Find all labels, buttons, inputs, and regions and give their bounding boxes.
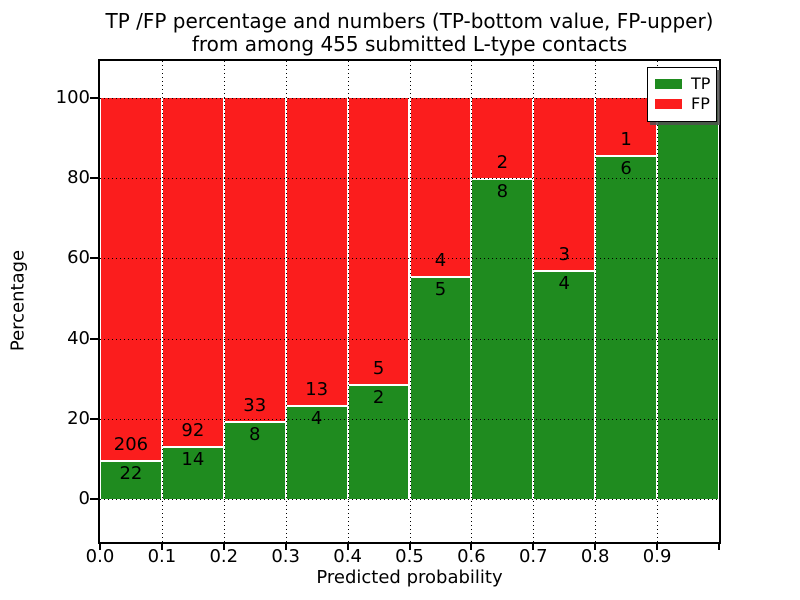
bar-segment-tp [285,404,348,499]
y-tick [90,337,98,340]
legend: TP FP [647,67,717,122]
bar-segment-tp [100,460,162,499]
bar-segment-tp [595,155,658,499]
legend-swatch-tp [655,79,682,89]
bar-count-label-fp: 92 [181,419,205,441]
bar-count-label-fp: 2 [496,152,509,174]
bar-count-label-tp: 8 [249,423,261,445]
bar-segment-fp [100,98,162,461]
x-tick-label: 0.5 [395,546,424,567]
bar-segment-tp [223,420,286,499]
plot-area: 206229214338134524528341623 TP FP [98,59,721,544]
x-tick-label: 0.7 [518,546,548,567]
legend-swatch-fp [655,99,682,109]
bar-count-label-fp: 3 [558,243,570,265]
bar-count-label-tp: 8 [496,181,509,203]
bar-segment-tp [409,276,472,499]
chart-title-line2: from among 455 submitted L-type contacts [191,32,628,56]
legend-item-fp: FP [655,94,710,113]
chart-title-line1: TP /FP percentage and numbers (TP-bottom… [105,9,714,33]
x-tick-label: 0.4 [333,546,362,567]
y-tick-label: 100 [55,87,90,109]
bar-count-label-fp: 5 [372,358,385,380]
x-tick [470,542,473,550]
legend-item-tp: TP [655,74,711,93]
y-tick-label: 40 [67,327,90,349]
bar-count-label-fp: 33 [243,394,267,416]
bar-count-label-tp: 2 [372,387,385,409]
bar-count-label-tp: 14 [181,448,205,470]
bar-labels-layer: 206229214338134524528341623 [100,61,719,542]
bar-count-label-tp: 22 [119,463,143,485]
y-tick-label: 20 [67,407,90,429]
bar-segment-tp [161,445,224,499]
y-tick [90,417,98,420]
y-tick-label: 0 [78,487,90,509]
x-tick [718,542,720,550]
bar-count-label-tp: 4 [310,407,323,429]
bar-count-label-tp: 4 [558,272,570,294]
x-axis-label: Predicted probability [316,567,503,588]
legend-label-fp: FP [691,94,710,113]
bar-segment-fp [347,98,410,385]
x-tick [284,542,287,550]
bar-segment-tp [657,98,719,499]
y-tick-label: 60 [67,247,90,269]
bar-count-label-fp: 1 [620,129,632,151]
x-tick [222,542,225,550]
x-tick-label: 0.2 [209,546,239,567]
bar-count-label-tp: 6 [620,158,632,180]
y-tick [90,257,98,260]
x-tick [532,542,535,550]
x-tick [594,542,597,550]
y-tick [90,97,98,100]
bar-segment-fp [161,98,224,446]
x-tick-label: 0.1 [147,546,177,567]
x-tick-label: 0.9 [642,546,672,567]
x-tick [656,542,659,550]
x-tick [346,542,349,550]
bar-segment-tp [347,384,410,499]
chart-title: TP /FP percentage and numbers (TP-bottom… [0,10,800,56]
y-axis-label: Percentage [7,249,29,352]
x-tick-label: 0.6 [457,546,486,567]
bar-count-label-tp: 5 [434,279,447,301]
bar-count-label-fp: 206 [113,434,149,456]
x-tick-label: 0.0 [85,546,115,567]
y-tick-label: 80 [67,167,90,189]
bar-count-label-fp: 13 [305,378,329,400]
x-tick [99,542,101,550]
x-tick-label: 0.3 [271,546,300,567]
x-tick [160,542,163,550]
y-tick [90,177,98,180]
bar-count-label-fp: 4 [434,250,447,272]
y-tick [90,497,98,500]
legend-label-tp: TP [691,74,711,93]
x-tick [408,542,411,550]
x-tick-label: 0.8 [580,546,610,567]
